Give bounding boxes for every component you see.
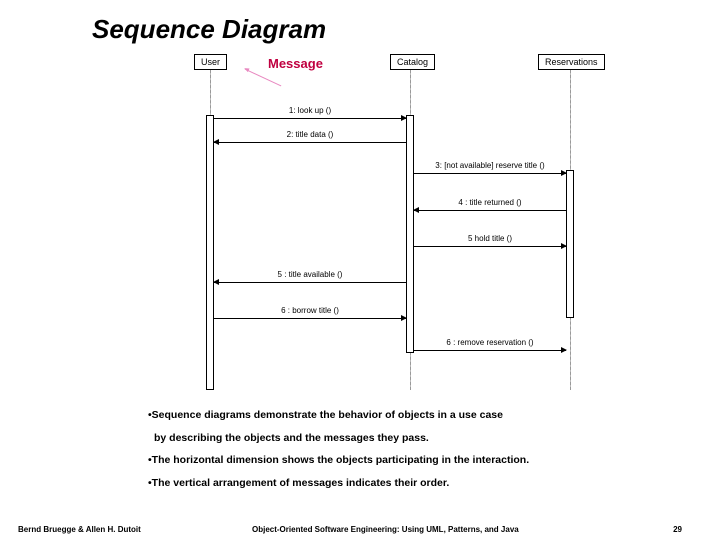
bullet-item: by describing the objects and the messag… [154, 432, 700, 444]
message-arrow [414, 173, 566, 174]
message-label: 6 : remove reservation () [420, 338, 560, 347]
message-arrow [214, 142, 406, 143]
page-title: Sequence Diagram [92, 14, 326, 45]
message-label: 1: look up () [220, 106, 400, 115]
bullet-item: •The horizontal dimension shows the obje… [148, 453, 700, 468]
message-label: 5 hold title () [420, 234, 560, 243]
message-label: 6 : borrow title () [220, 306, 400, 315]
message-label: 5 : title available () [220, 270, 400, 279]
participant-catalog: Catalog [390, 54, 435, 70]
activation-bar [206, 115, 214, 390]
activation-bar [406, 115, 414, 353]
bullet-list: •Sequence diagrams demonstrate the behav… [148, 408, 700, 500]
message-arrow [214, 282, 406, 283]
participant-user: User [194, 54, 227, 70]
message-arrow [414, 210, 566, 211]
message-arrow [414, 246, 566, 247]
activation-bar [566, 170, 574, 318]
participant-reservations: Reservations [538, 54, 605, 70]
sequence-diagram: User Catalog Reservations 1: look up () 2… [130, 50, 660, 400]
message-arrow [414, 350, 566, 351]
footer-left: Bernd Bruegge & Allen H. Dutoit [18, 525, 141, 534]
bullet-item: •The vertical arrangement of messages in… [148, 476, 700, 491]
message-label: 4 : title returned () [420, 198, 560, 207]
footer-center: Object-Oriented Software Engineering: Us… [252, 525, 519, 534]
message-arrow [214, 118, 406, 119]
message-arrow [214, 318, 406, 319]
footer-right: 29 [673, 525, 682, 534]
bullet-item: •Sequence diagrams demonstrate the behav… [148, 408, 700, 423]
message-label: 3: [not available] reserve title () [420, 161, 560, 170]
message-label: 2: title data () [220, 130, 400, 139]
